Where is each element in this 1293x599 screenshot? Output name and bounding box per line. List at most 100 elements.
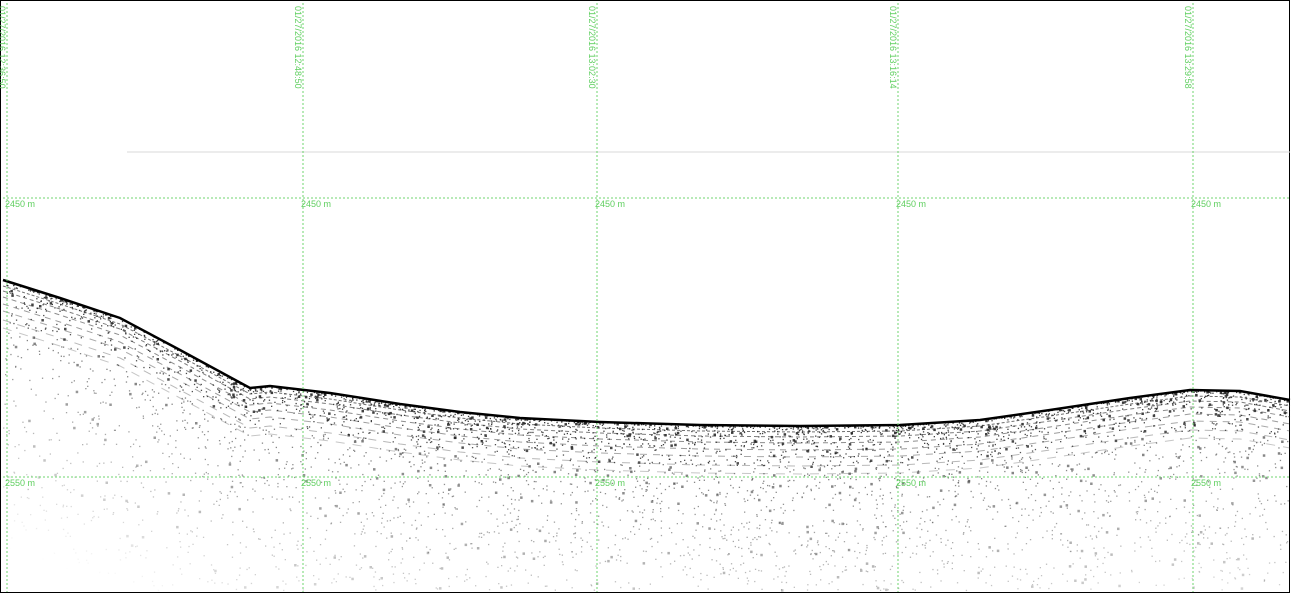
speckle (1044, 438, 1045, 439)
speckle (125, 557, 126, 558)
speckle (394, 454, 395, 455)
speckle (481, 537, 482, 538)
speckle (758, 436, 759, 437)
speckle (62, 303, 63, 304)
speckle (1050, 511, 1051, 512)
speckle (513, 441, 514, 442)
speckle (1053, 488, 1054, 489)
speckle (697, 477, 698, 478)
speckle (1189, 446, 1190, 447)
speckle (1253, 449, 1254, 450)
speckle (696, 496, 697, 497)
speckle (268, 431, 269, 432)
speckle (513, 447, 514, 448)
speckle (781, 589, 782, 590)
speckle (949, 443, 950, 444)
speckle (940, 538, 941, 539)
speckle (1022, 549, 1023, 550)
speckle (1244, 394, 1245, 395)
speckle (1258, 401, 1259, 402)
speckle (240, 542, 241, 543)
speckle (814, 478, 815, 479)
speckle (653, 445, 654, 446)
speckle (141, 465, 142, 466)
speckle (730, 479, 731, 480)
speckle (262, 443, 263, 444)
speckle (230, 447, 231, 448)
speckle (965, 526, 966, 527)
speckle (1040, 507, 1041, 508)
speckle (430, 429, 431, 430)
speckle (769, 510, 772, 512)
speckle (1060, 539, 1061, 540)
speckle (661, 445, 662, 446)
speckle (520, 469, 521, 470)
speckle (980, 426, 983, 429)
speckle (1022, 462, 1023, 463)
speckle (162, 453, 163, 454)
speckle (143, 487, 144, 488)
speckle (33, 445, 36, 448)
speckle (1203, 534, 1204, 535)
speckle (108, 317, 111, 320)
speckle (1259, 536, 1260, 537)
speckle (729, 434, 730, 435)
speckle (840, 499, 841, 500)
speckle (1267, 573, 1268, 574)
speckle (741, 450, 742, 451)
speckle (850, 478, 851, 479)
speckle (1087, 417, 1090, 420)
speckle (903, 510, 904, 511)
speckle (613, 431, 614, 432)
speckle (315, 458, 316, 459)
speckle (256, 397, 257, 398)
speckle (563, 454, 564, 455)
speckle (1125, 426, 1126, 427)
speckle (232, 450, 233, 451)
speckle (501, 475, 502, 476)
speckle (720, 438, 721, 439)
speckle (591, 584, 592, 585)
speckle (216, 501, 217, 502)
speckle (1148, 536, 1149, 537)
speckle (692, 536, 693, 537)
speckle (1259, 516, 1260, 517)
speckle (733, 527, 734, 528)
speckle (156, 432, 157, 433)
speckle (286, 464, 287, 465)
speckle (42, 559, 43, 560)
speckle (199, 425, 200, 426)
speckle (415, 537, 416, 538)
speckle (486, 447, 487, 448)
speckle (143, 418, 144, 419)
speckle (381, 577, 384, 580)
speckle (526, 450, 529, 453)
speckle (1173, 410, 1174, 411)
speckle (276, 499, 277, 500)
speckle (642, 456, 643, 457)
speckle (229, 442, 230, 443)
speckle (1268, 415, 1269, 416)
speckle (383, 493, 384, 494)
speckle (1229, 409, 1230, 410)
speckle (550, 500, 551, 501)
speckle (810, 466, 813, 469)
speckle (518, 433, 519, 434)
speckle (634, 534, 635, 535)
speckle (761, 589, 762, 590)
speckle (1228, 452, 1229, 453)
speckle (246, 527, 247, 528)
speckle (1223, 404, 1224, 405)
speckle (839, 455, 840, 456)
speckle (1267, 409, 1270, 412)
speckle (465, 420, 466, 421)
speckle (942, 457, 943, 458)
speckle (272, 555, 273, 556)
speckle (1270, 399, 1271, 400)
speckle (950, 447, 951, 448)
speckle (1226, 552, 1227, 553)
speckle (470, 428, 473, 431)
speckle (282, 581, 283, 582)
speckle (238, 418, 239, 419)
speckle (1176, 456, 1177, 457)
